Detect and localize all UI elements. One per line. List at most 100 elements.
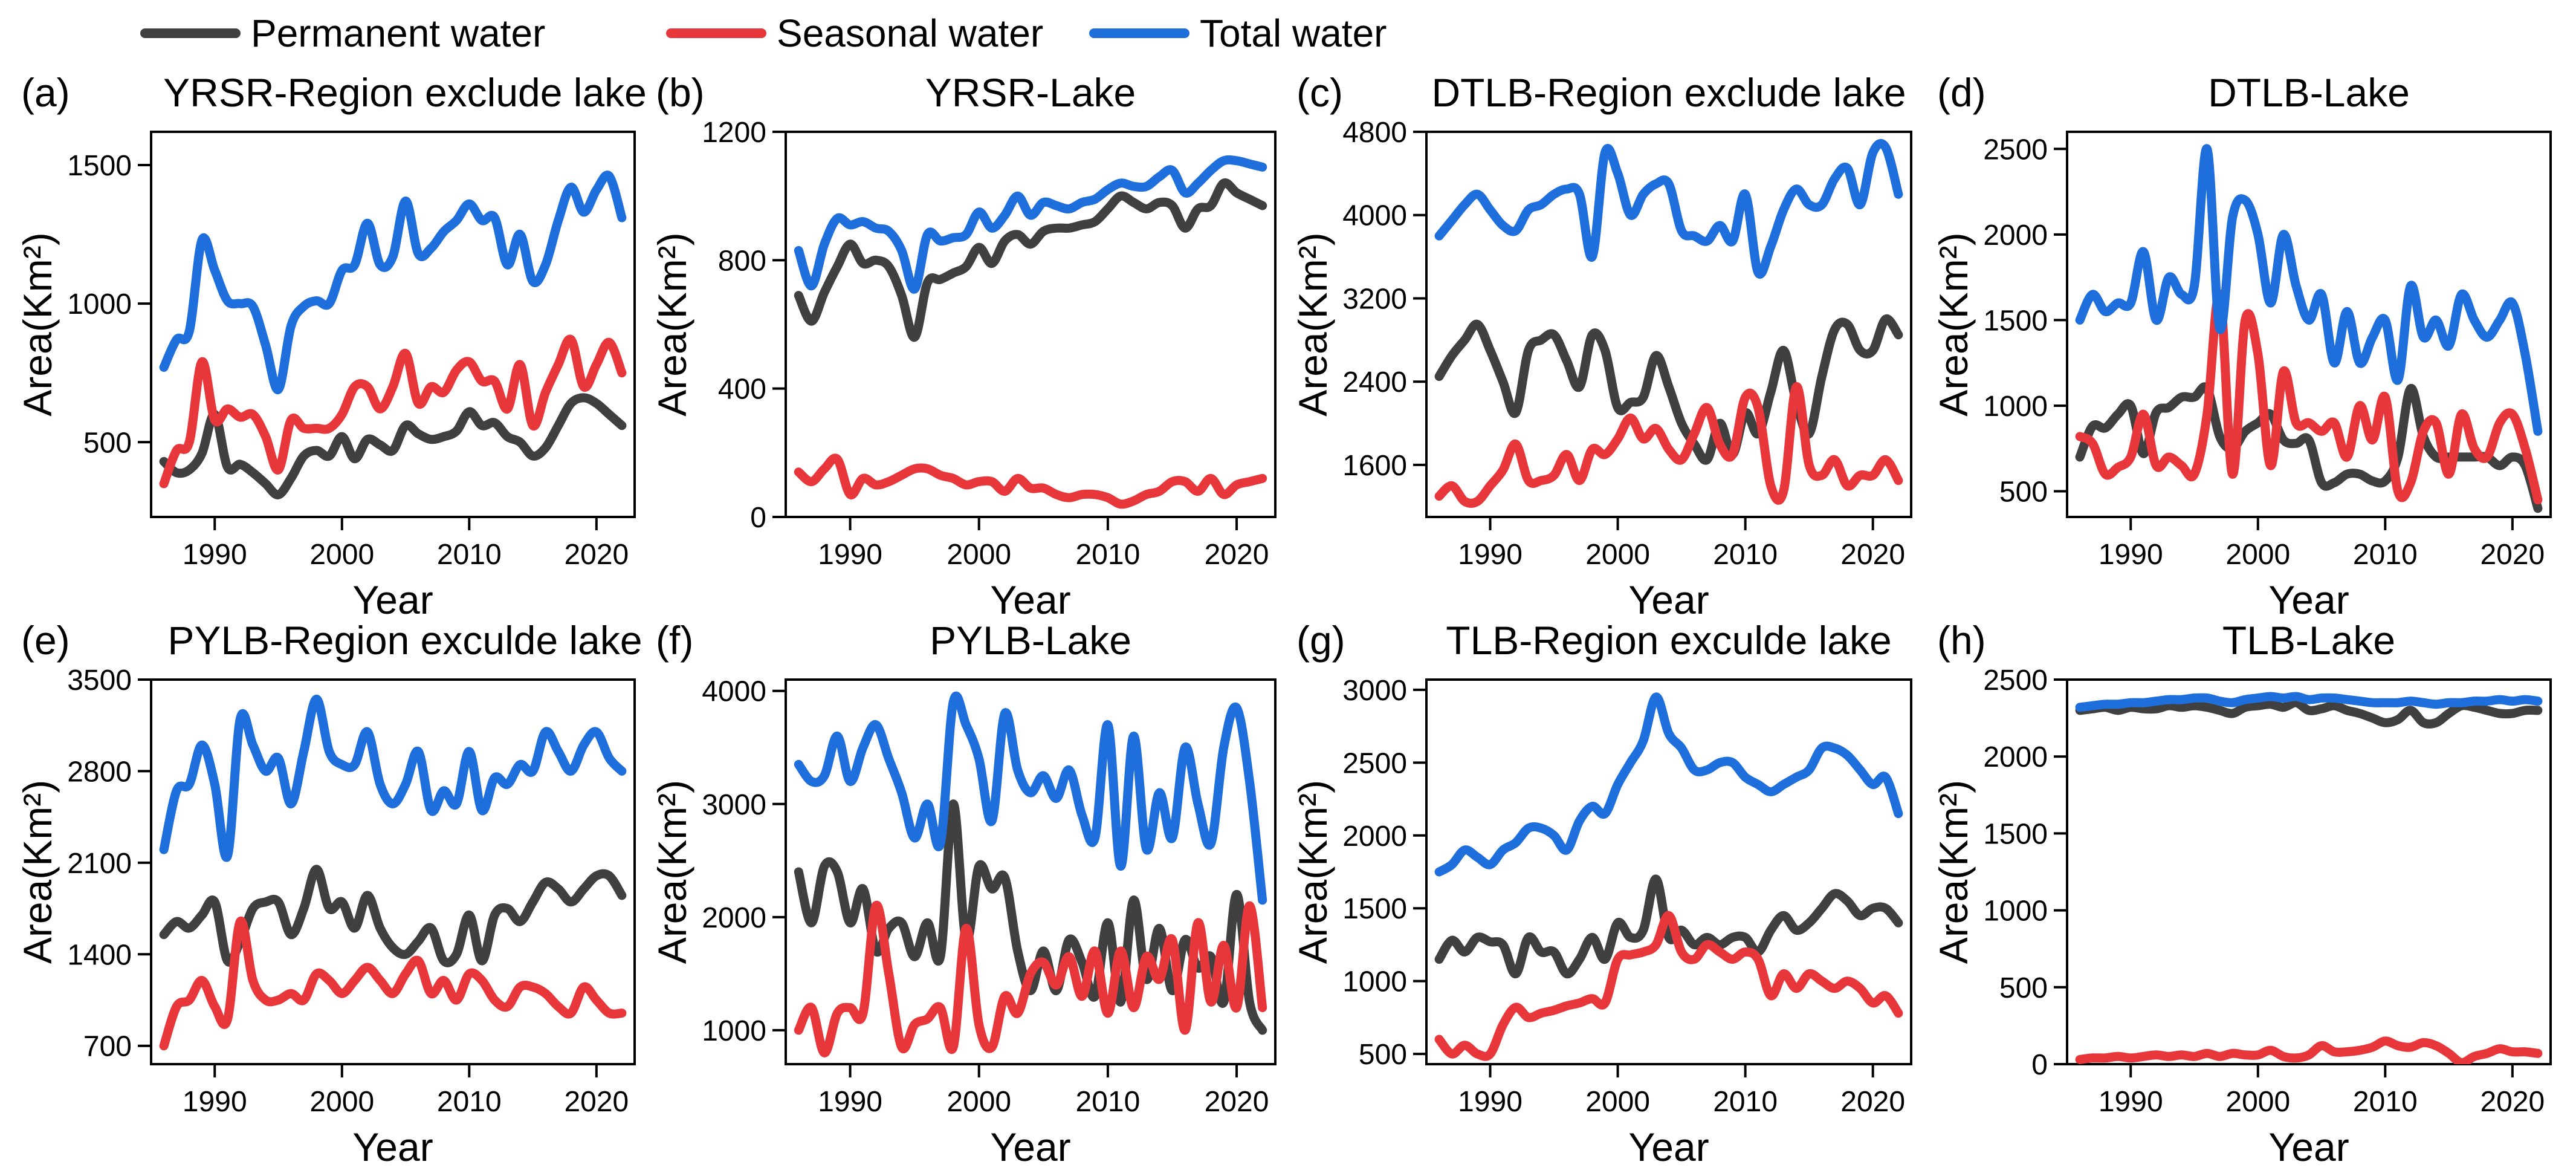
plot-frame [785,678,1277,1065]
y-tick-label: 3000 [702,789,766,821]
x-tick-label: 2000 [1585,539,1650,571]
x-tick-label: 2020 [1205,1086,1269,1118]
series-group [2075,692,2543,1064]
y-tick-label: 4000 [1342,200,1407,232]
panel-label: (b) [656,70,705,115]
y-tick-label: 500 [1999,972,2048,1004]
x-tick-label: 2000 [947,1086,1011,1118]
series-group [794,691,1267,1057]
series-line-permanent-water [794,178,1267,342]
x-axis-label: Year [1628,577,1709,622]
y-tick-label: 1000 [1983,895,2048,927]
y-tick-label: 2000 [1342,820,1407,853]
x-tick-label: 2020 [2480,539,2545,571]
panel-title: YRSR-Region exclude lake [163,70,647,115]
x-tick-label: 1990 [818,539,882,571]
x-tick-label: 2020 [2480,1086,2545,1118]
series-line-total-water [1434,138,1903,279]
y-tick-label: 2000 [1983,219,2048,252]
plot-frame [150,131,636,518]
y-tick-label: 1600 [1342,450,1407,482]
x-tick-label: 1990 [183,539,247,571]
y-tick-label: 2500 [1983,134,2048,166]
x-tick-label: 1990 [183,1086,247,1118]
panel-title: TLB-Lake [2222,618,2395,663]
panel-label: (d) [1937,70,1986,115]
series-group [1434,692,1903,1061]
y-axis-label: Area(Km²) [650,780,694,964]
series-group [159,694,627,1051]
y-tick-label: 500 [1359,1039,1407,1071]
panel-title: DTLB-Region exclude lake [1431,70,1906,115]
series-line-seasonal-water [2075,1036,2543,1064]
panel-label: (c) [1296,70,1343,115]
panel-h: (h) TLB-Lake 1990 2000 2010 2020 0 500 1000 1500 2… [1931,618,2552,1169]
y-tick-label: 1000 [67,288,132,320]
x-axis-label: Year [352,1125,433,1169]
series-line-permanent-water [2075,382,2543,513]
x-tick-label: 2020 [1840,1086,1905,1118]
series-group [794,155,1267,509]
y-tick-label: 500 [83,427,132,459]
x-axis-label: Year [990,1125,1070,1169]
y-tick-label: 1500 [1983,818,2048,850]
x-tick-label: 2010 [437,1086,502,1118]
y-tick-label: 4800 [1342,117,1407,149]
series-line-permanent-water [1434,874,1903,979]
y-axis-label: Area(Km²) [15,232,60,416]
panels-container: (a) YRSR-Region exclude lake 1990 2000 2010 2… [15,70,2552,1169]
x-tick-label: 1990 [1458,1086,1523,1118]
y-tick-label: 700 [83,1031,132,1063]
x-tick-label: 1990 [1458,539,1523,571]
series-line-total-water [1434,692,1903,877]
y-tick-label: 3500 [67,664,132,697]
x-tick-label: 2010 [2353,539,2418,571]
panel-label: (e) [21,618,70,663]
panel-c: (c) DTLB-Region exclude lake 1990 2000 2010 2… [1290,70,1912,622]
panel-label: (a) [21,70,70,115]
y-tick-label: 1500 [67,150,132,182]
y-axis-label: Area(Km²) [1290,232,1335,416]
legend-label-seasonal: Seasonal water [777,11,1043,55]
x-tick-label: 2020 [564,1086,629,1118]
plot-frame [1425,678,1912,1065]
x-tick-label: 2000 [2225,1086,2290,1118]
y-tick-label: 2000 [1983,741,2048,773]
y-tick-label: 3000 [1342,675,1407,707]
legend-label-total: Total water [1200,11,1387,55]
y-tick-label: 2400 [1342,366,1407,398]
x-tick-label: 2010 [1713,1086,1778,1118]
x-tick-label: 2000 [1585,1086,1650,1118]
x-tick-label: 1990 [2099,539,2163,571]
x-tick-label: 2010 [2353,1086,2418,1118]
series-line-seasonal-water [2075,289,2543,505]
x-tick-label: 2000 [947,539,1011,571]
panel-f: (f) PYLB-Lake 1990 2000 2010 2020 1000 2000 3000… [650,618,1277,1169]
panel-title: PYLB-Lake [930,618,1131,663]
y-tick-label: 1500 [1342,893,1407,925]
series-line-total-water [2075,144,2543,436]
series-line-seasonal-water [794,900,1267,1057]
x-tick-label: 2010 [437,539,502,571]
panel-title: PYLB-Region exculde lake [167,618,642,663]
series-group [1434,138,1903,508]
y-tick-label: 500 [1999,476,2048,508]
series-line-permanent-water [159,393,627,499]
series-line-seasonal-water [159,334,627,489]
x-axis-label: Year [2268,577,2349,622]
series-line-seasonal-water [1434,382,1903,508]
y-tick-label: 0 [2031,1049,2048,1081]
x-axis-label: Year [352,577,433,622]
y-tick-label: 1000 [1983,391,2048,423]
x-axis-label: Year [2268,1125,2349,1169]
y-tick-label: 2100 [67,848,132,880]
panel-title: TLB-Region exculde lake [1446,618,1891,663]
y-tick-label: 2500 [1983,664,2048,697]
y-tick-label: 2000 [702,902,766,934]
panel-label: (f) [656,618,693,663]
series-line-seasonal-water [159,916,627,1051]
y-axis-label: Area(Km²) [1290,780,1335,964]
legend: Permanent water Seasonal water Total water [140,11,1387,55]
panel-label: (g) [1296,618,1345,663]
plot-frame [2066,678,2552,1065]
